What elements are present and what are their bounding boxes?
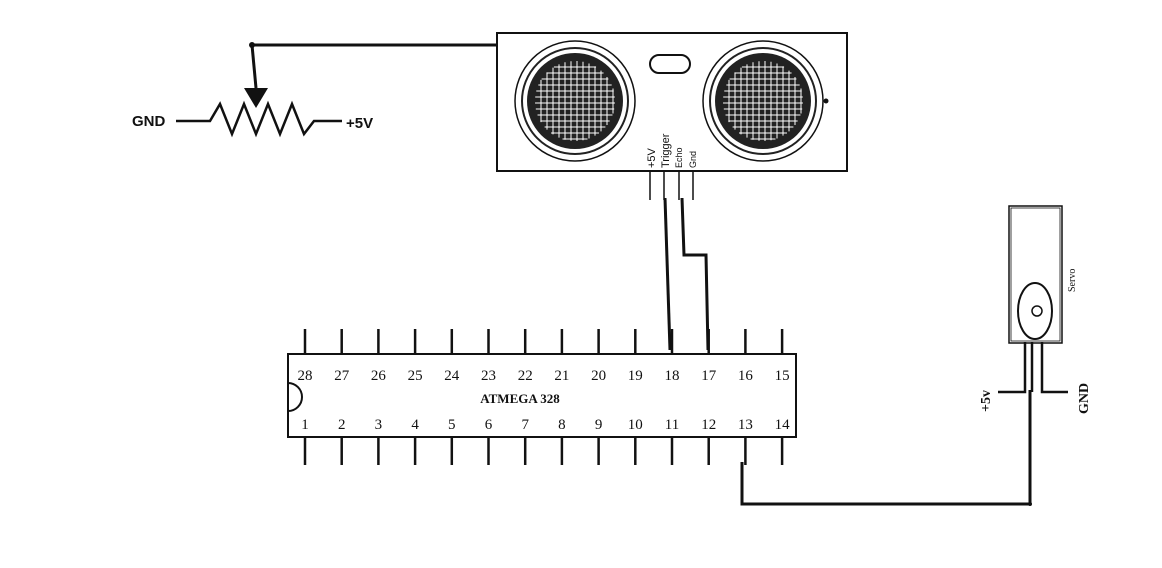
chip-pin-number: 19	[628, 368, 643, 384]
chip-pin-number: 25	[408, 368, 423, 384]
atmega-chip: ATMEGA 328 28 27 26 25 24 23 22 21 20 19 18 17 16 15 …	[287, 329, 797, 465]
pot-5v-label: +5V	[346, 115, 373, 132]
servo-shaft	[1031, 305, 1043, 317]
chip-pin-number: 15	[775, 368, 790, 384]
chip-pin-number: 13	[738, 417, 753, 433]
chip-pin-number: 16	[738, 368, 754, 384]
chip-pin-number: 7	[521, 417, 529, 433]
chip-pin-number: 10	[628, 417, 643, 433]
chip-label: ATMEGA 328	[480, 391, 560, 406]
junction-dot	[1028, 502, 1032, 506]
chip-pin-number: 28	[298, 368, 313, 384]
wire-pin13-to-servo	[740, 390, 1032, 506]
sensor-pin-5v-label: +5V	[646, 147, 658, 168]
chip-pin-number: 26	[371, 368, 387, 384]
ultrasonic-sensor: +5V Trigger Echo Gnd	[496, 32, 848, 200]
servo-gnd-label: GND	[1077, 383, 1092, 414]
chip-pin-number: 24	[444, 368, 460, 384]
sensor-indicator-dot	[823, 98, 829, 104]
wiper-arrow-icon	[244, 88, 268, 108]
chip-body	[287, 353, 797, 438]
chip-pin-number: 11	[665, 417, 679, 433]
chip-pin-number: 5	[448, 417, 456, 433]
servo: Servo +5v GND	[979, 205, 1092, 414]
chip-pin-number: 18	[665, 368, 680, 384]
servo-5v-label: +5v	[979, 390, 994, 412]
chip-pin-number: 1	[301, 417, 309, 433]
wiper-wire	[250, 44, 258, 89]
resistor-zigzag	[176, 100, 342, 138]
potentiometer	[176, 42, 497, 138]
sensor-pin-echo-label: Echo	[674, 147, 684, 168]
chip-pin-number: 20	[591, 368, 606, 384]
chip-pin-number: 2	[338, 417, 346, 433]
servo-leads	[998, 342, 1068, 394]
chip-pin-number: 12	[701, 417, 716, 433]
chip-pin-number: 21	[554, 368, 569, 384]
chip-pin-number: 9	[595, 417, 603, 433]
chip-pin-number: 17	[701, 368, 717, 384]
wire-echo-to-pin17	[680, 197, 710, 351]
transducer-left-icon	[514, 40, 636, 162]
chip-pin-number: 27	[334, 368, 350, 384]
chip-pin-number: 3	[375, 417, 383, 433]
chip-pin-number: 14	[775, 417, 791, 433]
sensor-pin-trigger-label: Trigger	[660, 133, 672, 168]
chip-pin-number: 23	[481, 368, 496, 384]
chip-notch	[287, 382, 303, 412]
wire-trigger-to-pin18	[663, 197, 672, 351]
chip-pin-number: 22	[518, 368, 533, 384]
sensor-pin-gnd-label: Gnd	[688, 151, 698, 168]
chip-pin-number: 6	[485, 417, 493, 433]
chip-pin-number: 4	[411, 417, 419, 433]
sensor-oscillator	[649, 54, 691, 74]
transducer-right-icon	[702, 40, 824, 162]
chip-pin-number: 8	[558, 417, 566, 433]
servo-label: Servo	[1067, 269, 1078, 292]
servo-body-inner	[1010, 207, 1061, 342]
pot-gnd-label: GND	[132, 113, 166, 130]
sensor-pins	[649, 171, 694, 200]
